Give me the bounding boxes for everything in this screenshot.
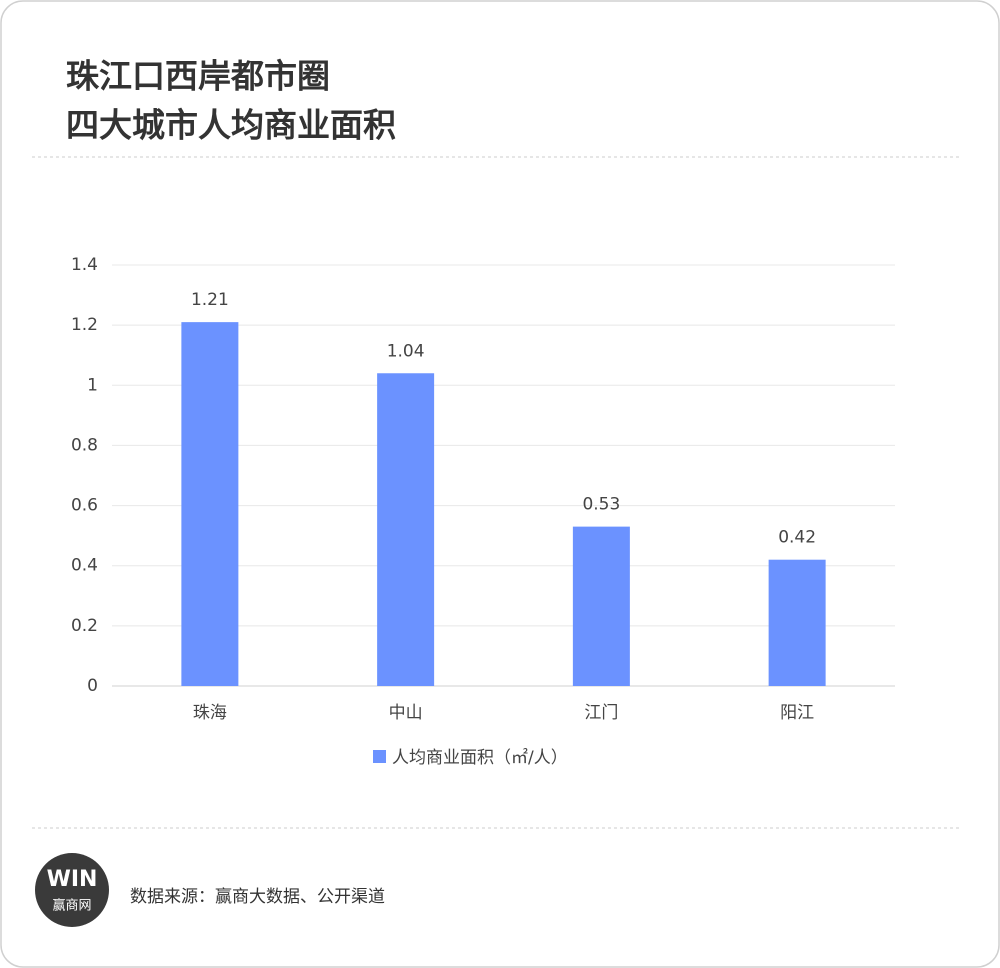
source-note: 数据来源：赢商大数据、公开渠道 [130,887,385,907]
y-tick-label: 0 [87,676,98,696]
x-tick-label: 珠海 [193,703,227,723]
legend-swatch [373,750,386,763]
logo-text: 赢商网 [52,898,91,914]
x-tick-label: 江门 [584,703,618,723]
y-tick-label: 0.6 [71,496,98,516]
bar [181,322,239,686]
chart-title: 珠江口西岸都市圈 [66,57,330,96]
bar [572,526,630,686]
bar [768,559,826,686]
y-tick-label: 0.4 [71,556,98,576]
y-tick-label: 0.2 [71,616,98,636]
chart-title: 四大城市人均商业面积 [66,106,396,145]
data-label: 1.04 [387,341,425,361]
x-tick-label: 阳江 [780,703,814,723]
data-label: 1.21 [191,290,229,310]
y-tick-label: 0.8 [71,435,98,455]
logo-mark: WIN [47,867,98,892]
y-tick-label: 1.2 [71,315,98,335]
data-label: 0.53 [582,495,620,515]
y-tick-label: 1 [87,375,98,395]
y-tick-label: 1.4 [71,255,98,275]
bar [377,373,435,686]
x-tick-label: 中山 [389,703,423,723]
legend-label: 人均商业面积（㎡/人） [392,748,568,768]
data-label: 0.42 [778,528,816,548]
logo [35,853,109,927]
